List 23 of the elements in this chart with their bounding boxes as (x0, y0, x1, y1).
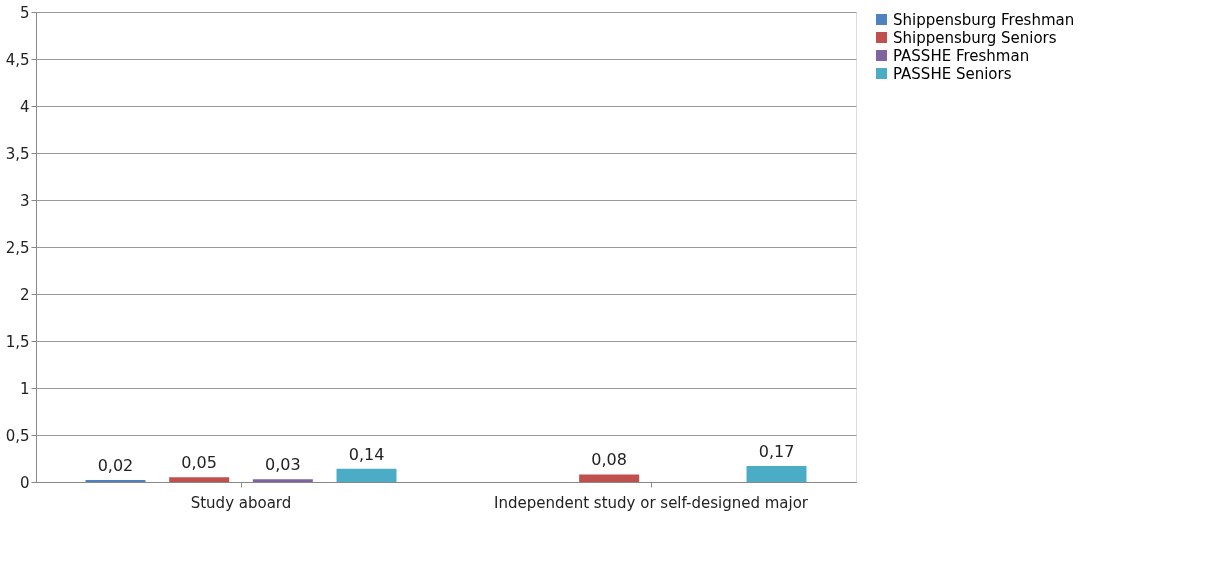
y-tick-label: 4 (19, 97, 30, 116)
data-label: 0,02 (97, 456, 134, 476)
y-tick-label: 2 (19, 285, 30, 304)
y-tick-label: 0 (19, 473, 30, 492)
y-tick-label: 0,5 (5, 426, 30, 445)
data-label: 0,05 (181, 453, 217, 473)
data-label: 0,08 (591, 450, 627, 470)
x-tick-label: Study aboard (190, 493, 292, 512)
data-label: 0,17 (758, 442, 795, 462)
legend-label: Shippensburg Freshman (893, 10, 1075, 29)
y-tick-label: 1 (19, 379, 30, 398)
legend-label: PASSHE Freshman (893, 46, 1030, 65)
legend-label: Shippensburg Seniors (893, 28, 1057, 47)
y-tick-label: 3,5 (5, 144, 30, 163)
y-tick-label: 5 (19, 3, 30, 22)
y-tick-label: 1,5 (5, 332, 30, 351)
data-label: 0,14 (348, 444, 385, 464)
y-tick-label: 2,5 (5, 238, 30, 257)
x-tick-label: Independent study or self-designed major (493, 493, 809, 512)
y-tick-label: 3 (19, 191, 30, 210)
y-tick-label: 4,5 (5, 50, 30, 69)
data-label: 0,03 (265, 455, 301, 475)
legend-label: PASSHE Seniors (893, 64, 1012, 83)
